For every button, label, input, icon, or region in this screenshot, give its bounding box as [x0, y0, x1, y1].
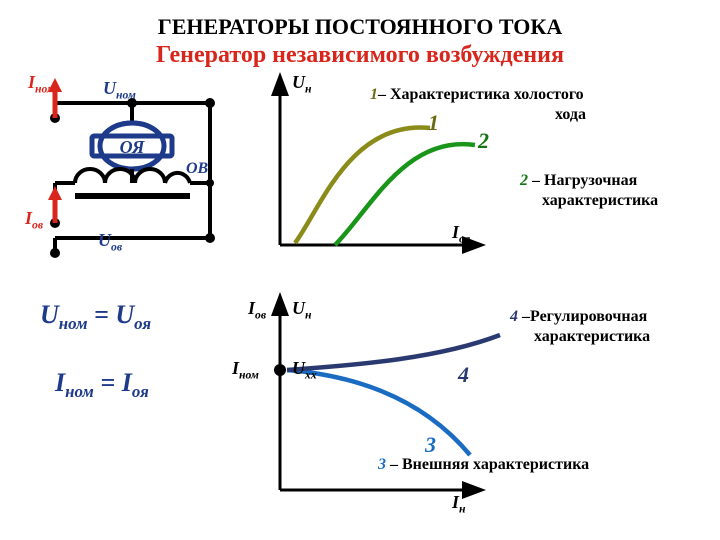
chart1-xlabel: Iов — [452, 222, 470, 246]
chart2-ylabel1: Iов — [248, 298, 266, 322]
chart1-legend-1: 1– Характеристика холостого — [370, 86, 584, 104]
chart1-legend-1b: хода — [555, 106, 586, 124]
chart1-ylabel: Uн — [292, 72, 312, 96]
chart2-legend-3: 3 – Внешняя характеристика — [378, 456, 589, 474]
chart2-inom: Iном — [232, 358, 259, 382]
chart1-curve1-num: 1 — [428, 110, 439, 136]
chart2-legend-4b: характеристика — [534, 328, 650, 346]
chart2-ylabel2: Uн — [292, 298, 312, 322]
chart1-legend-2b: характеристика — [542, 192, 658, 210]
chart2-uxx: Uхх — [292, 358, 317, 382]
chart-1 — [0, 0, 720, 540]
chart1-curve2-num: 2 — [478, 128, 489, 154]
chart2-curve4-num: 4 — [458, 362, 469, 388]
chart2-xlabel: Iн — [452, 492, 466, 516]
chart1-legend-2: 2 – Нагрузочная — [520, 172, 637, 190]
chart2-legend-4: 4 –Регулировочная — [510, 308, 647, 326]
chart2-curve3-num: 3 — [425, 432, 436, 458]
